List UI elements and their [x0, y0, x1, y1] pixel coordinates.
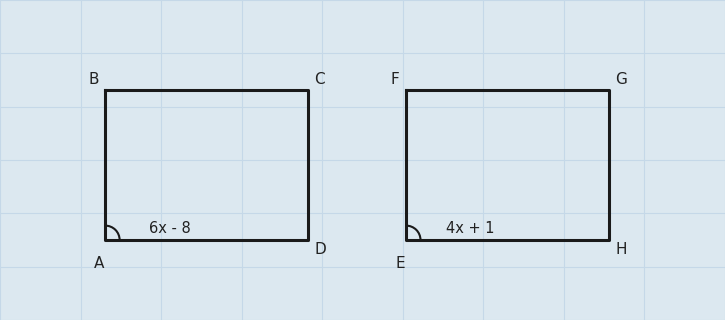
Text: A: A: [94, 256, 104, 271]
Text: D: D: [315, 242, 326, 257]
Text: G: G: [616, 73, 627, 87]
Text: F: F: [391, 73, 399, 87]
Text: E: E: [395, 256, 405, 271]
Text: 4x + 1: 4x + 1: [446, 221, 494, 236]
Text: H: H: [616, 242, 627, 257]
Text: C: C: [315, 73, 325, 87]
Text: B: B: [88, 73, 99, 87]
Text: 6x - 8: 6x - 8: [149, 221, 191, 236]
